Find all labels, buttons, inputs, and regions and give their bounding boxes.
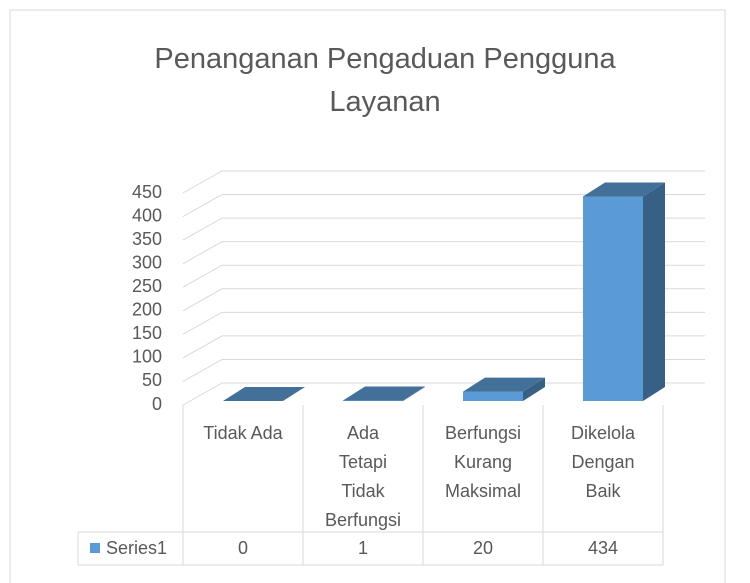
x-tick-label: Tidak Ada [203, 423, 283, 443]
legend-label: Series1 [106, 538, 167, 558]
grid-line [182, 241, 705, 265]
y-tick-label: 100 [132, 347, 162, 367]
x-tick-label: Ada Tetapi Tidak Berfungsi [325, 423, 401, 530]
x-tick-label: Berfungsi Kurang Maksimal [445, 423, 521, 501]
grid-line [182, 288, 705, 312]
chart-title: Penanganan Pengaduan Pengguna Layanan [154, 43, 616, 118]
y-tick-label: 0 [152, 394, 162, 414]
bar-side [523, 377, 545, 401]
table-value: 434 [588, 538, 618, 558]
bar-front [463, 391, 523, 401]
y-tick-label: 250 [132, 276, 162, 296]
bar-top [463, 377, 545, 392]
grid-line [182, 170, 705, 194]
y-tick-label: 400 [132, 205, 162, 225]
table-value: 20 [473, 538, 493, 558]
bar-front [583, 196, 643, 401]
grid-line [182, 335, 705, 359]
grid-line [182, 358, 705, 382]
x-tick-label: Dikelola Dengan Baik [571, 423, 636, 501]
grid-line [182, 311, 705, 335]
y-tick-label: 200 [132, 300, 162, 320]
grid-line [182, 217, 705, 241]
bar-top [223, 387, 305, 401]
grid-line [182, 194, 705, 217]
grid-line [182, 264, 705, 288]
bar-side [643, 182, 665, 401]
bar-top [583, 182, 665, 197]
table-value: 1 [358, 538, 368, 558]
y-tick-label: 50 [142, 370, 162, 390]
y-tick-label: 350 [132, 229, 162, 249]
y-tick-label: 150 [132, 323, 162, 343]
legend-swatch [90, 543, 100, 553]
table-value: 0 [238, 538, 248, 558]
y-tick-label: 450 [132, 182, 162, 202]
bar-top [343, 386, 425, 401]
y-tick-label: 300 [132, 252, 162, 272]
bar-side [403, 386, 425, 401]
